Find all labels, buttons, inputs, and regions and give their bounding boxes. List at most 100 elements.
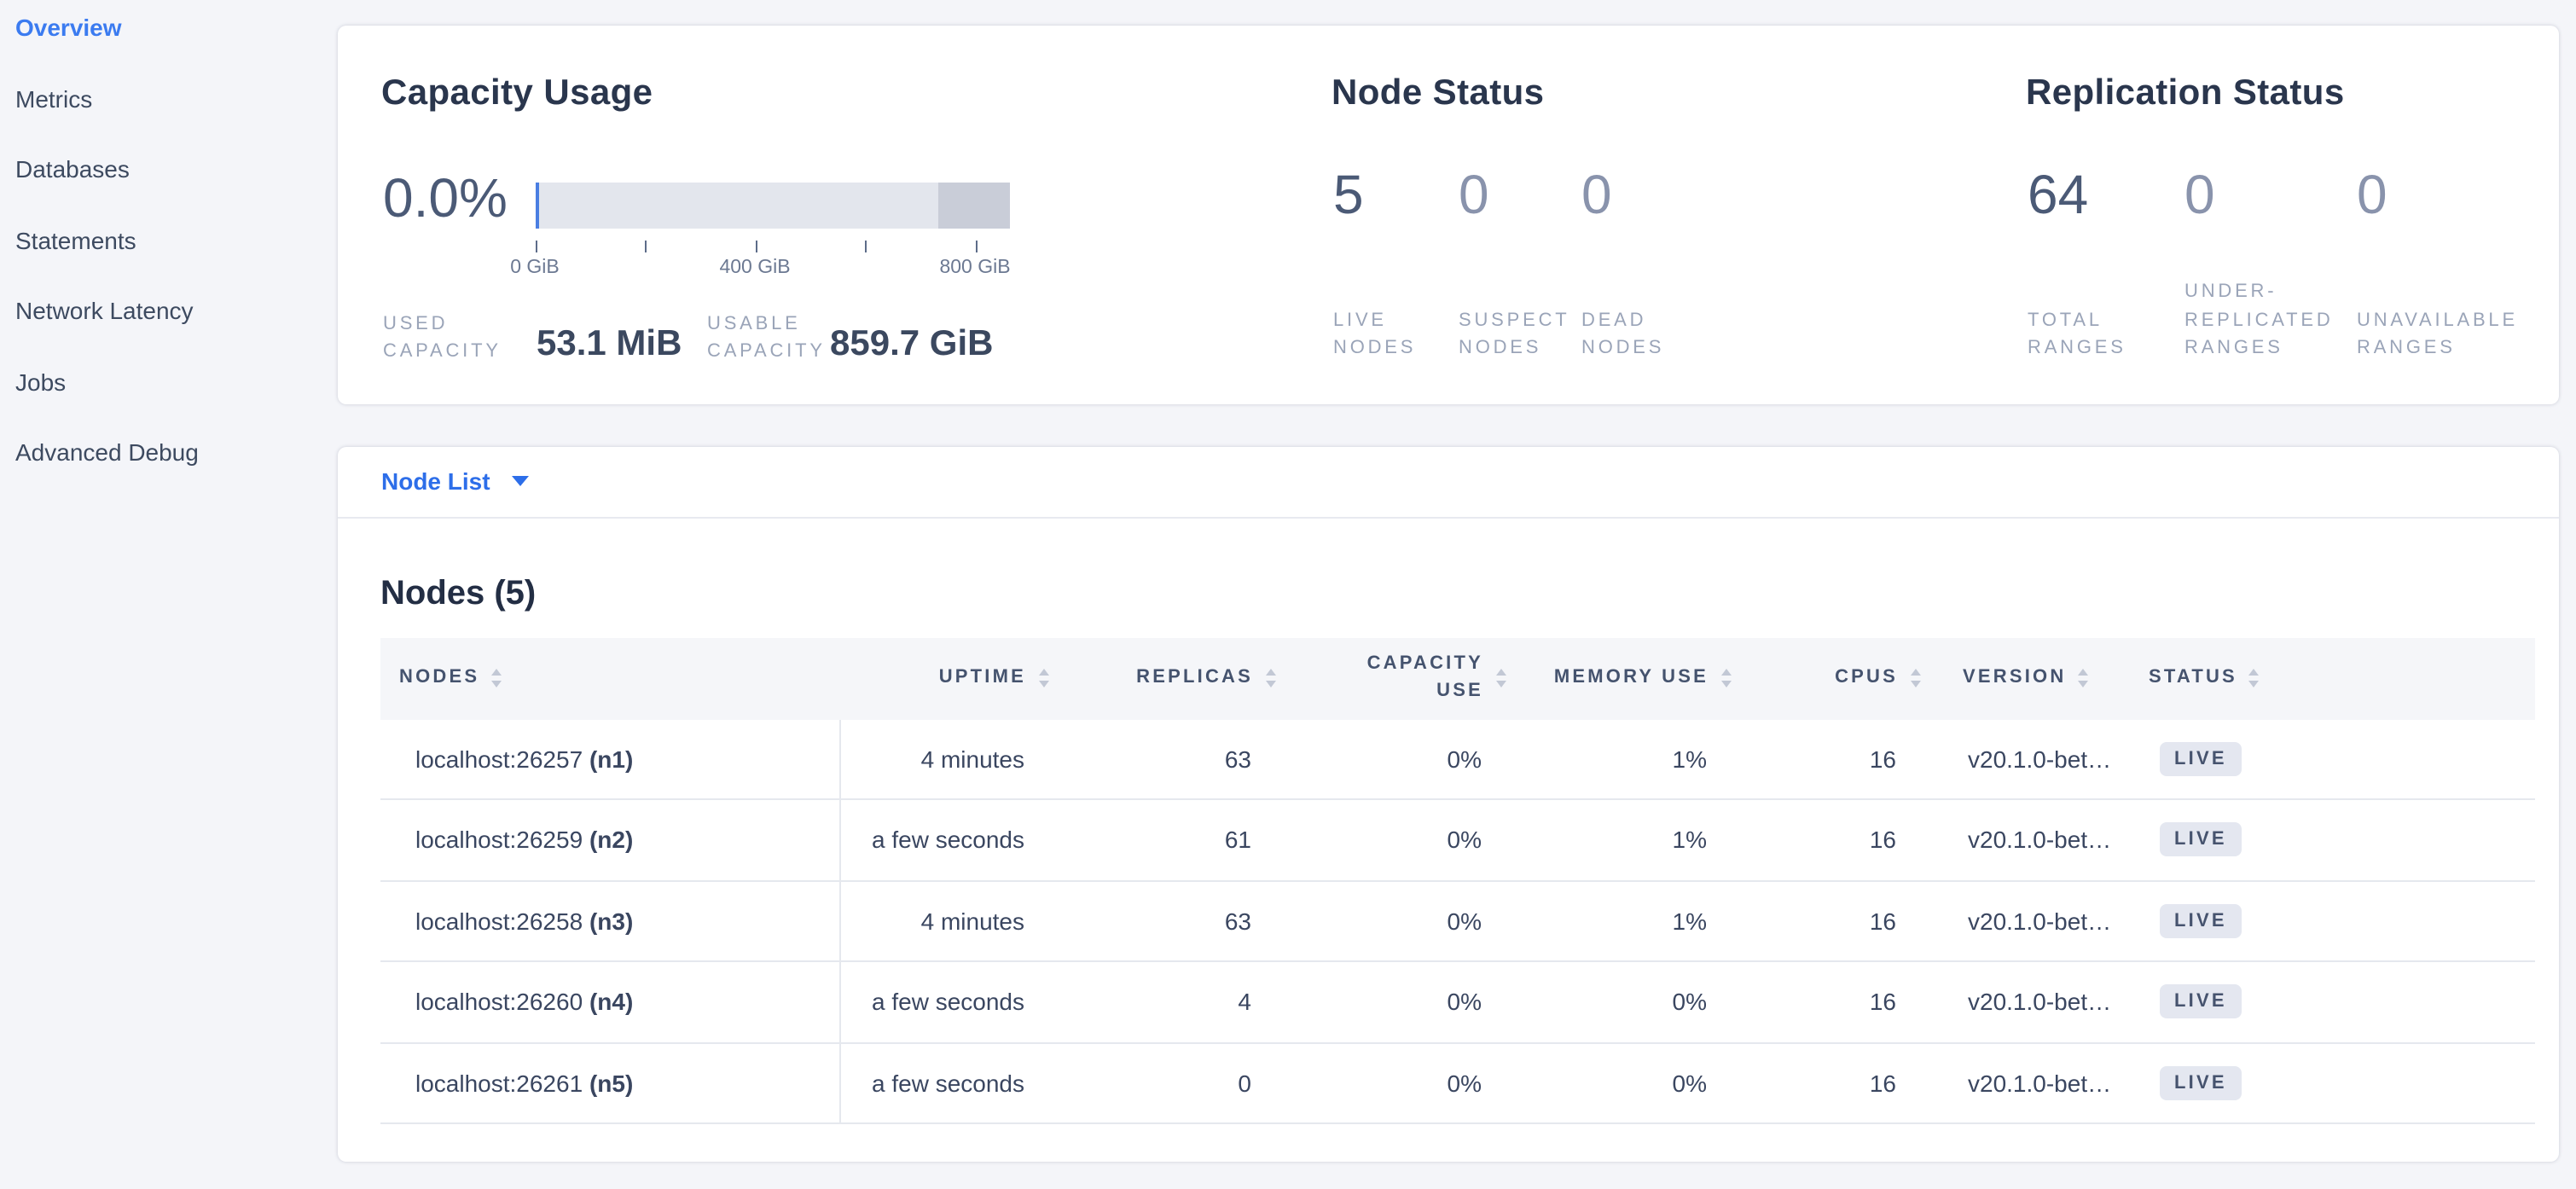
node-address: localhost:26260: [415, 988, 589, 1016]
node-id: (n1): [589, 745, 634, 773]
dead-nodes-value: 0: [1581, 163, 1612, 224]
cell-uptime: a few seconds: [872, 988, 1024, 1016]
chevron-down-icon: [512, 476, 530, 486]
node-address: localhost:26258: [415, 907, 589, 935]
cell-capacity-use: 0%: [1447, 1069, 1482, 1097]
cell-uptime: a few seconds: [872, 826, 1024, 854]
cell-memory-use: 1%: [1672, 745, 1707, 773]
live-nodes-value: 5: [1333, 163, 1364, 224]
node-list-card: Node List Nodes (5) NODES UPTIME REPLICAS C…: [337, 446, 2558, 1162]
cell-cpus: 16: [1869, 745, 1896, 773]
axis-label-0gib: 0 GiB: [510, 257, 560, 277]
cell-cpus: 16: [1869, 988, 1896, 1016]
column-header-nodes[interactable]: NODES: [380, 664, 838, 692]
dead-nodes-stat: 0 DEAD NODES: [1581, 166, 1664, 362]
sort-arrows-icon[interactable]: [2248, 669, 2260, 687]
nodes-table-header: NODES UPTIME REPLICAS CAPACITY USE MEMORY US…: [380, 637, 2535, 719]
column-header-capacity-use[interactable]: CAPACITY USE: [1258, 651, 1506, 705]
under-replicated-label: UNDER- REPLICATED RANGES: [2184, 281, 2334, 358]
cell-node-name: localhost:26260 (n4): [380, 989, 838, 1016]
sort-arrows-icon[interactable]: [1038, 669, 1048, 687]
capacity-axis-ticks: [535, 240, 1009, 252]
column-header-cpus[interactable]: CPUS: [1714, 664, 1920, 692]
status-badge: LIVE: [2159, 822, 2242, 857]
sort-arrows-icon[interactable]: [1720, 669, 1731, 687]
sidebar-item-network-latency[interactable]: Network Latency: [15, 297, 194, 324]
cluster-summary-card: Capacity Usage 0.0% 0 GiB 400 GiB 800 Gi…: [337, 26, 2558, 403]
table-row[interactable]: localhost:26257 (n1) 4 minutes 63 0% 1% 16 v20…: [380, 719, 2535, 800]
node-address: localhost:26261: [415, 1069, 589, 1097]
usable-capacity-label: USABLE CAPACITY: [707, 313, 826, 362]
cell-status: LIVE: [2116, 1065, 2535, 1100]
cell-uptime: 4 minutes: [920, 745, 1024, 773]
node-list-dropdown[interactable]: Node List: [337, 446, 2558, 518]
usable-capacity-value: 859.7 GiB: [830, 323, 994, 362]
column-header-label: STATUS: [2149, 666, 2237, 687]
sort-arrows-icon[interactable]: [1910, 669, 1920, 687]
column-header-memory-use[interactable]: MEMORY USE: [1488, 664, 1731, 692]
node-status-section: Node Status 5 LIVE NODES 0 SUSPECT NODES…: [1332, 72, 2026, 362]
suspect-nodes-value: 0: [1459, 163, 1489, 224]
sidebar-item-jobs[interactable]: Jobs: [15, 368, 67, 395]
node-address: localhost:26259: [415, 826, 589, 854]
column-header-uptime[interactable]: UPTIME: [838, 664, 1048, 692]
sidebar-item-overview[interactable]: Overview: [15, 14, 122, 41]
table-row[interactable]: localhost:26258 (n3) 4 minutes 63 0% 1% 16 v20…: [380, 881, 2535, 962]
cell-uptime: 4 minutes: [920, 907, 1024, 935]
under-replicated-value: 0: [2184, 163, 2215, 224]
capacity-bar: [535, 182, 1009, 228]
sort-arrows-icon[interactable]: [1495, 669, 1506, 687]
sort-arrows-icon[interactable]: [1265, 669, 1275, 687]
under-replicated-stat: 0 UNDER- REPLICATED RANGES: [2184, 166, 2334, 362]
axis-label-800gib: 800 GiB: [939, 257, 1011, 277]
table-row[interactable]: localhost:26260 (n4) a few seconds 4 0% 0% 16…: [380, 962, 2535, 1043]
replication-status-section: Replication Status 64 TOTAL RANGES 0 UND…: [2026, 72, 2515, 362]
cell-replicas: 63: [1224, 745, 1251, 773]
live-nodes-label: LIVE NODES: [1333, 310, 1417, 358]
cell-node-name: localhost:26258 (n3): [380, 908, 838, 935]
unavailable-ranges-stat: 0 UNAVAILABLE RANGES: [2357, 166, 2518, 362]
sidebar-item-statements[interactable]: Statements: [15, 226, 136, 253]
cell-version: v20.1.0-bet…: [1968, 826, 2112, 854]
sort-arrows-icon[interactable]: [491, 669, 502, 687]
node-list-dropdown-label: Node List: [381, 467, 490, 495]
sort-arrows-icon[interactable]: [2078, 669, 2089, 687]
capacity-usage-section: Capacity Usage 0.0% 0 GiB 400 GiB 800 Gi…: [381, 72, 1332, 362]
table-row[interactable]: localhost:26261 (n5) a few seconds 0 0% 0% 16…: [380, 1043, 2535, 1124]
column-header-label: CAPACITY USE: [1366, 652, 1483, 700]
total-ranges-value: 64: [2028, 163, 2089, 224]
cell-capacity-use: 0%: [1447, 907, 1482, 935]
sidebar-item-advanced-debug[interactable]: Advanced Debug: [15, 438, 199, 466]
cell-replicas: 61: [1224, 826, 1251, 854]
cell-cpus: 16: [1869, 1069, 1896, 1097]
cell-node-name: localhost:26261 (n5): [380, 1070, 838, 1097]
column-header-replicas[interactable]: REPLICAS: [1031, 664, 1275, 692]
status-badge: LIVE: [2159, 984, 2242, 1019]
unavailable-ranges-label: UNAVAILABLE RANGES: [2357, 310, 2518, 358]
nodes-count-title: Nodes (5): [380, 574, 537, 612]
cell-status: LIVE: [2116, 741, 2535, 776]
summary-sections: Capacity Usage 0.0% 0 GiB 400 GiB 800 Gi…: [381, 72, 2515, 362]
sidebar-item-metrics[interactable]: Metrics: [15, 84, 93, 112]
capacity-percent: 0.0%: [383, 166, 508, 228]
status-badge: LIVE: [2159, 903, 2242, 938]
table-row[interactable]: localhost:26259 (n2) a few seconds 61 0% 1% 1…: [380, 800, 2535, 881]
column-header-status[interactable]: STATUS: [2116, 664, 2535, 692]
column-header-label: UPTIME: [938, 666, 1026, 687]
node-id: (n5): [589, 1069, 634, 1097]
cell-status: LIVE: [2116, 903, 2535, 938]
cell-capacity-use: 0%: [1447, 745, 1482, 773]
used-capacity-label: USED CAPACITY: [383, 313, 502, 362]
cell-capacity-use: 0%: [1447, 988, 1482, 1016]
cell-version: v20.1.0-bet…: [1968, 907, 2112, 935]
sidebar-item-databases[interactable]: Databases: [15, 155, 130, 183]
node-id: (n4): [589, 988, 634, 1016]
column-header-label: NODES: [399, 666, 480, 687]
column-header-version[interactable]: VERSION: [1903, 664, 2116, 692]
node-id: (n3): [589, 907, 634, 935]
node-status-title: Node Status: [1332, 72, 1545, 112]
capacity-usage-title: Capacity Usage: [381, 72, 653, 112]
cell-status: LIVE: [2116, 822, 2535, 857]
cell-replicas: 63: [1224, 907, 1251, 935]
